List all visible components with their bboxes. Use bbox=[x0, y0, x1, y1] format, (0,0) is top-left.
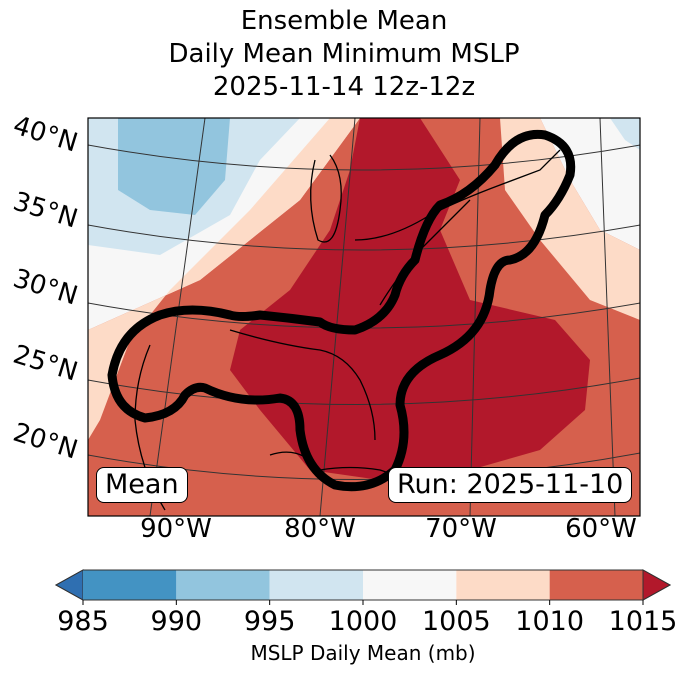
fill-995-1000-ne bbox=[610, 118, 640, 150]
fill-1005-1010-west bbox=[88, 118, 360, 440]
bold-outline-contour bbox=[107, 129, 576, 492]
colorbar-segment-0 bbox=[83, 570, 177, 600]
colorbar-tick-label: 1015 bbox=[608, 606, 678, 637]
run-date-box: Run: 2025-11-10 bbox=[388, 467, 633, 503]
title-line-3: 2025-11-14 12z-12z bbox=[212, 72, 476, 102]
colorbar bbox=[54, 569, 672, 605]
colorbar-tick-label: 1005 bbox=[421, 606, 491, 637]
fill-1005-1010-ne bbox=[500, 118, 640, 320]
map-frame bbox=[87, 117, 641, 517]
colorbar-segment-1 bbox=[176, 570, 270, 600]
colorbar-segment-4 bbox=[456, 570, 550, 600]
colorbar-tick-label: 1000 bbox=[328, 606, 398, 637]
lon-label-70w: 70°W bbox=[425, 514, 497, 544]
lon-label-90w: 90°W bbox=[140, 514, 212, 544]
gridlines bbox=[88, 118, 640, 516]
title-line-1: Ensemble Mean bbox=[240, 6, 448, 36]
colorbar-segment-3 bbox=[363, 570, 457, 600]
colorbar-segment-2 bbox=[269, 570, 363, 600]
lon-label-60w: 60°W bbox=[565, 514, 637, 544]
fill-over-1015 bbox=[230, 118, 590, 480]
colorbar-tick-label: 1010 bbox=[515, 606, 585, 637]
colorbar-tick-label: 985 bbox=[57, 606, 109, 637]
lon-label-80w: 80°W bbox=[284, 514, 356, 544]
colorbar-tick-label: 990 bbox=[150, 606, 203, 637]
colorbar-tick-label: 995 bbox=[243, 606, 296, 637]
mean-label-box: Mean bbox=[96, 467, 188, 503]
colorbar-extend-over bbox=[642, 569, 672, 601]
colorbar-segment-5 bbox=[549, 570, 643, 600]
title-line-2: Daily Mean Minimum MSLP bbox=[168, 39, 520, 69]
colorbar-extend-under bbox=[54, 569, 84, 601]
mslp-fill bbox=[88, 118, 640, 516]
colorbar-label: MSLP Daily Mean (mb) bbox=[250, 641, 476, 665]
